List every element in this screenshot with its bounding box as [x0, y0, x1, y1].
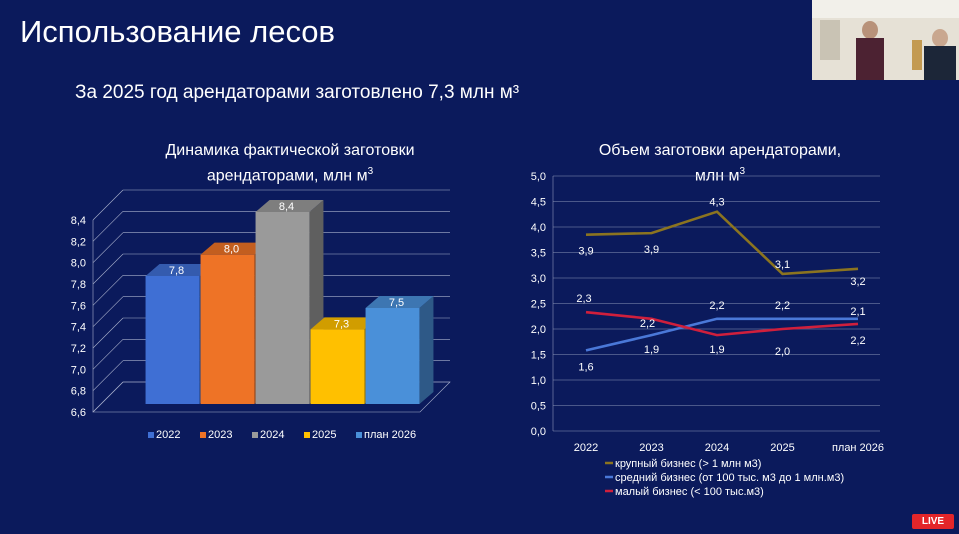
line-data-label: 1,6 [578, 361, 593, 373]
bar-chart-gridline-depth [92, 339, 124, 370]
bar-chart-title-line1: Динамика фактической заготовки [165, 142, 415, 159]
line-data-label: 3,1 [775, 259, 790, 271]
bar [200, 254, 255, 404]
bar-top [365, 296, 434, 308]
bar-chart-gridline-depth [92, 232, 124, 263]
bar-legend-swatch [304, 432, 310, 438]
line-data-label: 1,9 [709, 344, 724, 356]
line-data-label: 2,1 [850, 306, 865, 318]
line-data-label: 2,2 [640, 318, 655, 330]
bar-chart-title: Динамика фактической заготовки арендатор… [130, 140, 450, 186]
bar-chart-title-text: арендаторами, млн м [206, 167, 368, 185]
line-series [585, 317, 858, 352]
bar-legend-swatch [252, 432, 258, 438]
bar-side [419, 296, 434, 404]
bar-chart-ytick-label: 8,4 [71, 215, 86, 227]
bar-chart-ytick-label: 7,8 [71, 279, 86, 291]
bar-chart-gridline-depth [92, 211, 124, 242]
line-chart-ytick-label: 1,5 [531, 350, 546, 362]
bar-chart-gridline-depth [92, 189, 124, 221]
bar [365, 308, 420, 404]
bar-legend-label: план 2026 [364, 429, 416, 441]
line-series [585, 310, 859, 337]
line-data-label: 3,9 [644, 244, 659, 256]
bar [310, 329, 365, 404]
line-data-label: 2,2 [775, 300, 790, 312]
live-badge: LIVE [912, 514, 954, 529]
line-data-label: 2,0 [775, 346, 790, 358]
line-chart-ytick-label: 3,0 [531, 273, 546, 285]
line-legend-label: крупный бизнес (> 1 млн м3) [615, 458, 761, 470]
bar-chart-gridline-depth [92, 296, 124, 327]
bar-chart-ytick-label: 7,2 [71, 343, 86, 355]
bar-chart-gridline-depth [92, 360, 124, 391]
bar-chart-ytick-label: 8,0 [71, 258, 86, 270]
line-chart-ytick-label: 2,5 [531, 299, 546, 311]
line-series [585, 210, 859, 276]
line-chart-xtick-label: 2023 [639, 442, 663, 454]
line-data-label: 3,9 [578, 246, 593, 258]
bar-chart-title-line2: арендаторами, млн м3 [130, 161, 450, 186]
line-chart-ytick-label: 0,5 [531, 401, 546, 413]
bar-legend-swatch [356, 432, 362, 438]
bar-value-label: 7,5 [389, 297, 404, 309]
bar-value-label: 8,0 [224, 244, 239, 256]
line-data-label: 2,3 [576, 293, 591, 305]
bar-chart-ytick-label: 7,4 [71, 322, 86, 334]
line-chart-ytick-label: 4,5 [531, 197, 546, 209]
bar-chart-floor [92, 381, 451, 413]
line-data-label: 1,9 [644, 344, 659, 356]
line-chart-ytick-label: 4,0 [531, 222, 546, 234]
bar-chart-ytick-label: 6,8 [71, 386, 86, 398]
bar-chart-ytick-label: 6,6 [71, 407, 86, 419]
line-chart-xtick-label: 2025 [770, 442, 794, 454]
line-chart-xtick-label: 2022 [574, 442, 598, 454]
line-chart-ytick-label: 0,0 [531, 426, 546, 438]
line-data-label: 2,2 [709, 300, 724, 312]
slide-subtitle: За 2025 год арендаторами заготовлено 7,3… [75, 82, 520, 103]
bar-chart-gridline-depth [92, 253, 124, 285]
line-data-label: 4,3 [709, 197, 724, 209]
bar [145, 276, 200, 404]
bar-legend-label: 2024 [260, 429, 284, 441]
line-chart-ytick-label: 2,0 [531, 324, 546, 336]
bar-top [310, 317, 379, 330]
line-chart-title-line1: Объем заготовки арендаторами, [598, 142, 842, 159]
line-legend-label: малый бизнес (< 100 тыс.м3) [615, 486, 764, 498]
bar-value-label: 8,4 [279, 201, 294, 213]
bar [255, 212, 310, 404]
line-legend-label: средний бизнес (от 100 тыс. м3 до 1 млн.… [615, 472, 844, 484]
bar-legend-label: 2023 [208, 429, 232, 441]
bar-chart-ytick-label: 7,0 [71, 364, 86, 376]
video-feed-image [812, 0, 959, 80]
video-feed-thumbnail [812, 0, 959, 80]
line-data-label: 2,2 [850, 335, 865, 347]
bar-chart-ytick-label: 7,6 [71, 300, 86, 312]
line-chart-title-sup: 3 [739, 166, 746, 177]
bar-chart-ytick-label: 8,2 [71, 236, 86, 248]
bar-top [145, 264, 214, 276]
line-data-label: 3,2 [850, 276, 865, 288]
bar-legend-label: 2022 [156, 429, 180, 441]
bar-value-label: 7,3 [334, 318, 349, 330]
line-chart-ytick-label: 3,5 [531, 248, 546, 260]
bar-value-label: 7,8 [169, 265, 184, 277]
slide-title: Использование лесов [20, 14, 336, 49]
line-chart-ytick-label: 5,0 [531, 171, 546, 183]
line-chart-xtick-label: план 2026 [832, 442, 884, 454]
bar-top [255, 200, 324, 212]
line-chart-ytick-label: 1,0 [531, 375, 546, 387]
bar-chart-gridline-depth [92, 275, 124, 306]
line-chart-xtick-label: 2024 [705, 442, 729, 454]
bar-legend-swatch [148, 432, 154, 438]
bar-top [200, 242, 269, 255]
bar-legend-label: 2025 [312, 429, 336, 441]
bar-chart-gridline-depth [92, 317, 124, 349]
bar-chart-title-sup: 3 [367, 166, 374, 177]
bar-legend-swatch [200, 432, 206, 438]
